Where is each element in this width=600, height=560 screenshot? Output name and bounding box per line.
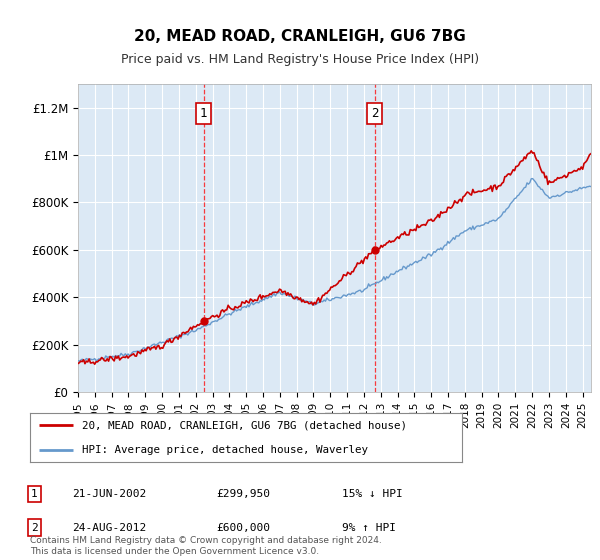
Text: 9% ↑ HPI: 9% ↑ HPI bbox=[342, 522, 396, 533]
Text: Price paid vs. HM Land Registry's House Price Index (HPI): Price paid vs. HM Land Registry's House … bbox=[121, 53, 479, 67]
Text: 2: 2 bbox=[371, 107, 379, 120]
Text: 21-JUN-2002: 21-JUN-2002 bbox=[72, 489, 146, 499]
Text: £299,950: £299,950 bbox=[216, 489, 270, 499]
Text: 1: 1 bbox=[31, 489, 38, 499]
Text: 15% ↓ HPI: 15% ↓ HPI bbox=[342, 489, 403, 499]
Text: 2: 2 bbox=[31, 522, 38, 533]
Text: Contains HM Land Registry data © Crown copyright and database right 2024.
This d: Contains HM Land Registry data © Crown c… bbox=[30, 536, 382, 556]
Text: 24-AUG-2012: 24-AUG-2012 bbox=[72, 522, 146, 533]
Text: 20, MEAD ROAD, CRANLEIGH, GU6 7BG: 20, MEAD ROAD, CRANLEIGH, GU6 7BG bbox=[134, 29, 466, 44]
Text: 1: 1 bbox=[200, 107, 208, 120]
Text: £600,000: £600,000 bbox=[216, 522, 270, 533]
Text: HPI: Average price, detached house, Waverley: HPI: Average price, detached house, Wave… bbox=[82, 445, 368, 455]
Text: 20, MEAD ROAD, CRANLEIGH, GU6 7BG (detached house): 20, MEAD ROAD, CRANLEIGH, GU6 7BG (detac… bbox=[82, 420, 407, 430]
